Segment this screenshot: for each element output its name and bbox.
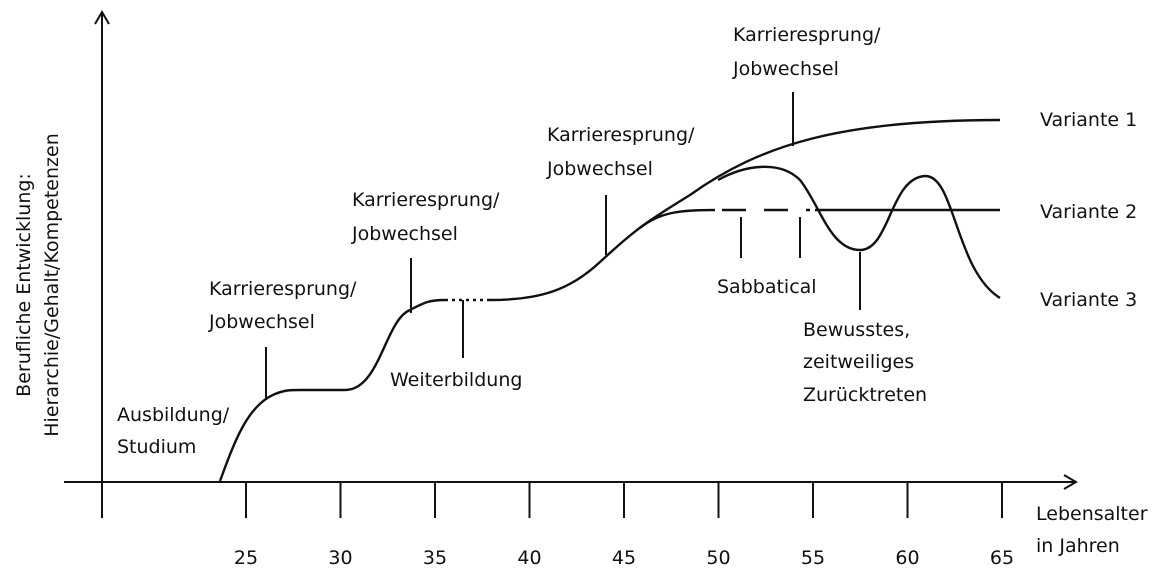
variant-2-curve (639, 208, 716, 229)
annotation: zeitweiliges (803, 351, 914, 373)
x-tick-label: 40 (517, 547, 541, 569)
annotation: Jobwechsel (732, 58, 839, 80)
x-tick-label: 50 (706, 547, 730, 569)
annotation: Sabbatical (717, 276, 817, 298)
x-tick-label: 45 (612, 547, 636, 569)
annotation: Bewusstes, (803, 319, 910, 341)
x-label-line: Lebensalter (1036, 503, 1148, 525)
annotation: Weiterbildung (390, 369, 522, 391)
x-label-line: in Jahren (1036, 535, 1120, 557)
x-axis-arrow (1063, 474, 1078, 490)
annotation: Karrieresprung/ (209, 278, 357, 300)
annotation: Jobwechsel (208, 311, 315, 333)
annotation: Jobwechsel (351, 223, 458, 245)
variant-3-curve (717, 165, 1001, 300)
annotation: Karrieresprung/ (547, 124, 695, 146)
variant-label: Variante 3 (1040, 289, 1137, 311)
y-label-line: Hierarchie/Gehalt/Kompetenzen (41, 133, 63, 436)
variant-label: Variante 1 (1040, 109, 1137, 131)
x-tick-label: 35 (423, 547, 447, 569)
x-tick-label: 25 (234, 547, 258, 569)
x-tick-label: 30 (328, 547, 352, 569)
x-tick-label: 55 (801, 547, 825, 569)
annotation: Jobwechsel (546, 158, 653, 180)
annotation: Zurücktreten (803, 384, 927, 406)
x-tick-label: 65 (990, 547, 1014, 569)
annotation: Studium (117, 436, 196, 458)
y-axis-label: Berufliche Entwicklung: Hierarchie/Gehal… (13, 133, 63, 436)
x-tick-label: 60 (895, 547, 919, 569)
x-ticks: 25 30 35 40 45 50 55 60 65 (234, 482, 1014, 569)
career-curve (218, 298, 446, 482)
y-label-line: Berufliche Entwicklung: (13, 173, 35, 397)
y-axis-arrow (94, 10, 110, 25)
annotation: Karrieresprung/ (352, 189, 500, 211)
annotation: Ausbildung/ (117, 404, 230, 426)
variant-label: Variante 2 (1040, 201, 1137, 223)
annotation: Karrieresprung/ (733, 24, 881, 46)
variant-1-curve (489, 118, 1001, 302)
